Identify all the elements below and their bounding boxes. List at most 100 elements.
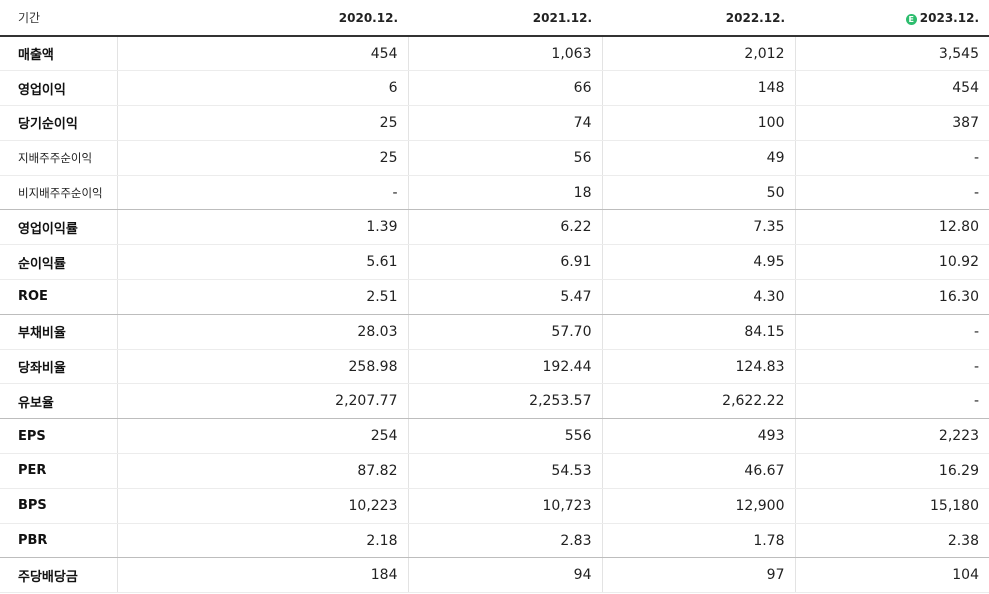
row-label: 부채비율 [0,314,117,350]
table-cell: 5.47 [407,279,602,315]
table-cell: 100 [601,105,795,141]
table-cell: 387 [794,105,989,141]
table-cell: 454 [116,36,408,72]
row-label: 당기순이익 [0,105,117,141]
table-cell: 124.83 [601,349,795,385]
table-row: 영업이익률 1.39 6.22 7.35 12.80 [0,209,989,246]
table-cell: 57.70 [407,314,602,350]
table-cell: 3,545 [794,36,989,72]
table-cell: 5.61 [116,244,408,281]
table-row: 당기순이익 25 74 100 387 [0,105,989,141]
table-cell: 10,723 [407,488,602,524]
table-cell: 6 [116,70,408,107]
table-cell: 556 [407,418,602,455]
table-cell: - [794,314,989,350]
table-cell: 12.80 [794,209,989,246]
row-label: 영업이익 [0,70,117,107]
table-cell: 4.95 [601,244,795,281]
table-cell: 2.83 [407,523,602,559]
table-cell: 66 [407,70,602,107]
table-cell: - [794,383,989,420]
period-header: 2021.12. [408,0,602,37]
table-cell: 1.39 [116,209,408,246]
table-row: 지배주주순이익 25 56 49 - [0,140,989,176]
table-cell: 54.53 [407,453,602,489]
table-cell: 148 [601,70,795,107]
table-cell: 87.82 [116,453,408,489]
table-row: 유보율 2,207.77 2,253.57 2,622.22 - [0,383,989,420]
table-cell: 56 [407,140,602,176]
table-row: EPS 254 556 493 2,223 [0,418,989,455]
row-label: 순이익률 [0,244,117,281]
table-cell: 49 [601,140,795,176]
period-header: 2022.12. [602,0,795,37]
table-cell: 7.35 [601,209,795,246]
table-cell: 493 [601,418,795,455]
table-cell: 2.18 [116,523,408,559]
table-cell: 12,900 [601,488,795,524]
table-cell: 6.91 [407,244,602,281]
table-cell: 94 [407,557,602,594]
row-label: 비지배주주순이익 [0,175,117,211]
table-cell: 46.67 [601,453,795,489]
table-cell: 454 [794,70,989,107]
period-header-label: 기간 [0,0,117,37]
table-cell: 18 [407,175,602,211]
table-row: 부채비율 28.03 57.70 84.15 - [0,314,989,350]
table-row: PBR 2.18 2.83 1.78 2.38 [0,523,989,559]
table-cell: 4.30 [601,279,795,315]
row-label: BPS [0,488,117,524]
table-row: BPS 10,223 10,723 12,900 15,180 [0,488,989,524]
table-row: PER 87.82 54.53 46.67 16.29 [0,453,989,489]
table-cell: - [794,175,989,211]
period-header: 2020.12. [117,0,408,37]
table-cell: - [794,140,989,176]
table-cell: 25 [116,140,408,176]
table-cell: 28.03 [116,314,408,350]
table-cell: 2.51 [116,279,408,315]
table-cell: 2,207.77 [116,383,408,420]
table-cell: 1,063 [407,36,602,72]
table-cell: 2,012 [601,36,795,72]
row-label: 주당배당금 [0,557,117,594]
table-cell: 2,223 [794,418,989,455]
table-cell: 2,253.57 [407,383,602,420]
table-cell: 254 [116,418,408,455]
table-cell: 1.78 [601,523,795,559]
table-row: 당좌비율 258.98 192.44 124.83 - [0,349,989,385]
table-cell: 16.29 [794,453,989,489]
row-label: 유보율 [0,383,117,420]
row-label: 영업이익률 [0,209,117,246]
table-cell: 97 [601,557,795,594]
table-row: 비지배주주순이익 - 18 50 - [0,175,989,211]
table-cell: 2.38 [794,523,989,559]
period-header-text: 2023.12. [919,10,979,25]
table-cell: 84.15 [601,314,795,350]
row-label: EPS [0,418,117,455]
table-cell: 25 [116,105,408,141]
table-cell: 192.44 [407,349,602,385]
table-cell: 10.92 [794,244,989,281]
header-row: 기간 2020.12. 2021.12. 2022.12. E 2023.12. [0,0,989,37]
table-cell: 16.30 [794,279,989,315]
table-cell: 184 [116,557,408,594]
row-label: ROE [0,279,117,315]
table-cell: - [794,349,989,385]
row-label: 지배주주순이익 [0,140,117,176]
table-cell: 104 [794,557,989,594]
table-row: 순이익률 5.61 6.91 4.95 10.92 [0,244,989,281]
table-cell: 10,223 [116,488,408,524]
row-label: PBR [0,523,117,559]
table-cell: 15,180 [794,488,989,524]
table-cell: 50 [601,175,795,211]
estimate-icon: E [905,13,917,25]
table-cell: 74 [407,105,602,141]
table-row: 주당배당금 184 94 97 104 [0,557,989,594]
table-cell: - [116,175,408,211]
table-row: 매출액 454 1,063 2,012 3,545 [0,36,989,72]
period-header-estimate: E 2023.12. [795,0,989,37]
table-row: ROE 2.51 5.47 4.30 16.30 [0,279,989,315]
table-cell: 258.98 [116,349,408,385]
table-cell: 6.22 [407,209,602,246]
